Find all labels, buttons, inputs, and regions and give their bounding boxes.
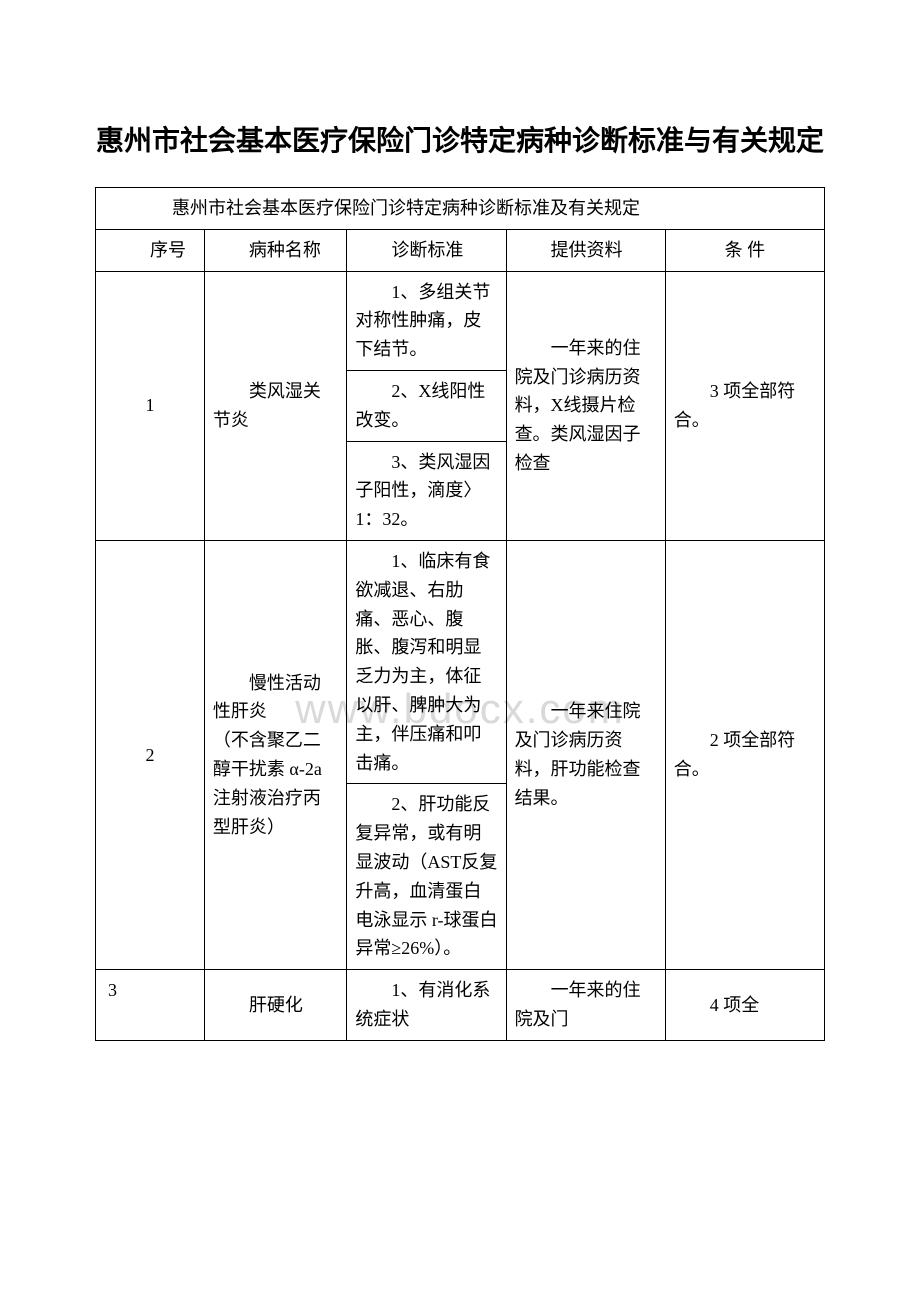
table-row: 3 肝硬化 1、有消化系统症状 一年来的住院及门 4 项全 [96,970,825,1041]
cell-standard: 1、临床有食欲减退、右肋痛、恶心、腹胀、腹泻和明显乏力为主，体征以肝、脾肿大为主… [347,540,506,783]
cell-standard: 1、有消化系统症状 [347,970,506,1041]
col-name: 病种名称 [204,229,346,271]
table-row: 1 类风湿关节炎 1、多组关节对称性肿痛，皮下结节。 一年来的住院及门诊病历资料… [96,271,825,370]
cell-condition: 4 项全 [665,970,824,1041]
cell-name: 肝硬化 [204,970,346,1041]
cell-seq: 3 [96,970,205,1041]
table-header-merged: 惠州市社会基本医疗保险门诊特定病种诊断标准及有关规定 [96,188,825,230]
header-merged-text: 惠州市社会基本医疗保险门诊特定病种诊断标准及有关规定 [136,194,816,223]
cell-material: 一年来住院及门诊病历资料，肝功能检查结果。 [506,540,665,969]
col-standard: 诊断标准 [347,229,506,271]
table-row: 2 慢性活动性肝炎 （不含聚乙二醇干扰素 α-2a 注射液治疗丙型肝炎） 1、临… [96,540,825,783]
col-seq: 序号 [96,229,205,271]
col-condition: 条 件 [665,229,824,271]
cell-standard: 1、多组关节对称性肿痛，皮下结节。 [347,271,506,370]
header-merged-cell: 惠州市社会基本医疗保险门诊特定病种诊断标准及有关规定 [96,188,825,230]
cell-standard: 3、类风湿因子阳性，滴度〉1：32。 [347,441,506,540]
cell-material: 一年来的住院及门 [506,970,665,1041]
cell-standard: 2、X线阳性改变。 [347,370,506,441]
cell-condition: 2 项全部符合。 [665,540,824,969]
cell-name: 类风湿关节炎 [204,271,346,540]
table-column-header: 序号 病种名称 诊断标准 提供资料 条 件 [96,229,825,271]
page-title: 惠州市社会基本医疗保险门诊特定病种诊断标准与有关规定 [95,120,825,162]
cell-seq: 1 [96,271,205,540]
cell-material: 一年来的住院及门诊病历资料，X线摄片检查。类风湿因子检查 [506,271,665,540]
cell-seq: 2 [96,540,205,969]
cell-condition: 3 项全部符合。 [665,271,824,540]
col-material: 提供资料 [506,229,665,271]
cell-name: 慢性活动性肝炎 （不含聚乙二醇干扰素 α-2a 注射液治疗丙型肝炎） [204,540,346,969]
cell-standard: 2、肝功能反复异常，或有明显波动（AST反复升高，血清蛋白电泳显示 r-球蛋白异… [347,784,506,970]
main-table: 惠州市社会基本医疗保险门诊特定病种诊断标准及有关规定 序号 病种名称 诊断标准 … [95,187,825,1041]
